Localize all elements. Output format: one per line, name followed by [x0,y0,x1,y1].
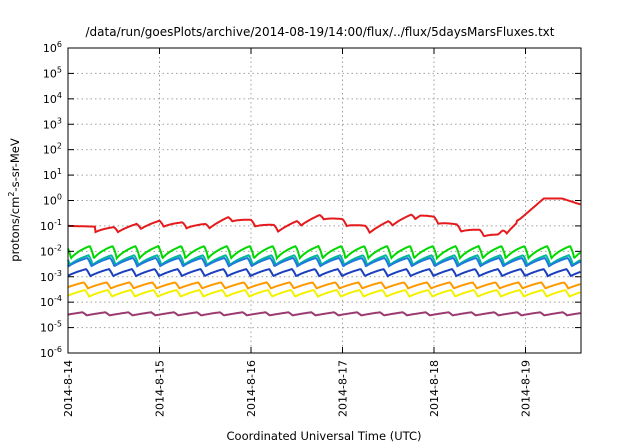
chart-title: /data/run/goesPlots/archive/2014-08-19/1… [86,25,555,39]
x-tick-label: 2014-8-18 [428,360,441,417]
y-tick-label: 101 [43,167,62,182]
x-tick-label: 2014-8-15 [154,360,167,417]
y-tick-label: 103 [43,116,62,131]
y-tick-label: 105 [43,65,62,80]
y-tick-label: 10-3 [40,269,62,284]
x-tick-label: 2014-8-17 [337,360,350,417]
series-line [67,244,581,261]
y-tick-label: 10-4 [40,294,62,309]
y-tick-label: 10-6 [40,345,62,360]
x-tick-label: 2014-8-19 [520,360,533,417]
series-line [67,256,581,268]
y-tick-label: 10-5 [40,320,62,335]
y-tick-label: 102 [43,142,62,157]
y-axis: 10-6 10-5 10-4 10-3 10-2 10-1 100 101 102 103 104 1… [40,40,581,360]
y-axis-label-rest: -s-sr-MeV [8,138,22,191]
series-line [67,267,581,278]
x-tick-label: 2014-8-14 [62,360,75,417]
series-group [67,197,581,317]
x-tick-label: 2014-8-16 [245,360,258,417]
grid [68,48,581,353]
y-axis-label: protons/cm2-s-sr-MeV [7,138,22,262]
y-tick-label: 106 [43,40,62,55]
series-line [68,197,581,238]
series-line [67,281,581,290]
y-tick-label: 10-1 [40,218,62,233]
y-tick-label: 10-2 [40,243,62,258]
x-axis-label: Coordinated Universal Time (UTC) [227,429,422,443]
y-tick-label: 104 [43,91,62,106]
y-axis-label-exponent: 2 [7,192,16,197]
series-line [67,311,581,317]
y-axis-label-unit: protons/cm [8,197,22,262]
series-line [67,288,581,298]
y-tick-label: 100 [43,193,62,208]
x-axis: 2014-8-14 2014-8-15 2014-8-16 2014-8-17 2014… [62,48,533,417]
